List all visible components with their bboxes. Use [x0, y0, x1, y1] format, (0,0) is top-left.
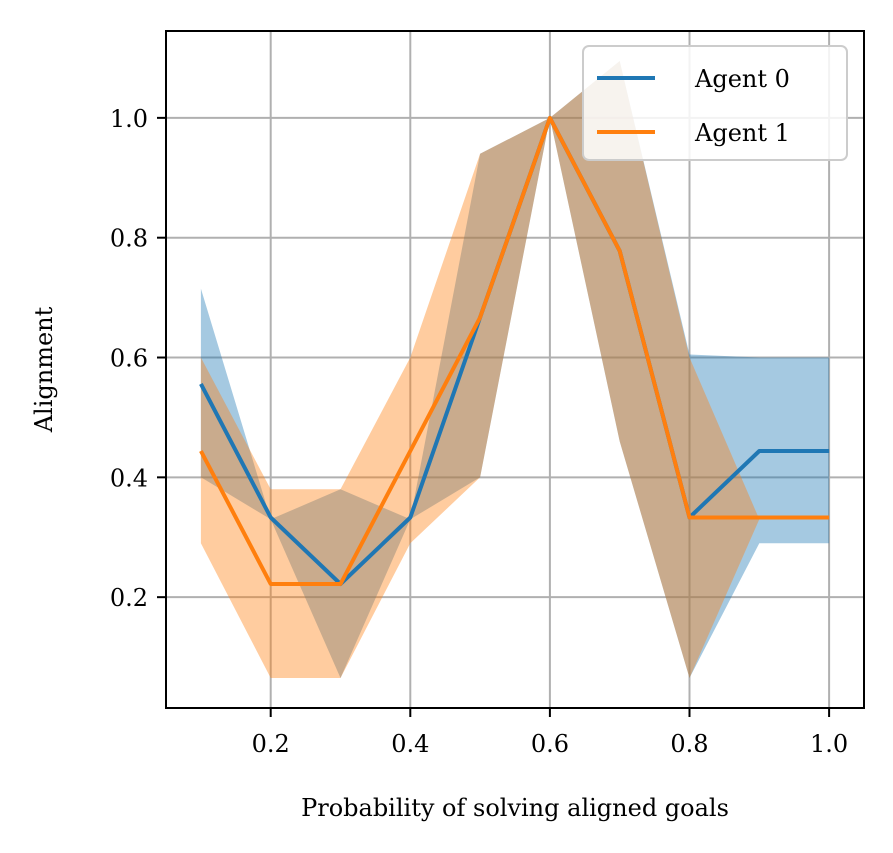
line-agent-1: [199, 115, 830, 586]
x-tick-label: 0.8: [670, 730, 708, 758]
y-tick-label: 0.2: [110, 584, 148, 612]
x-axis-label: Probability of solving aligned goals: [301, 794, 729, 822]
x-tick-label: 1.0: [810, 730, 848, 758]
band-agent-1: [200, 61, 830, 678]
legend-label-agent-1: Agent 1: [694, 119, 790, 147]
x-tick-label: 0.4: [391, 730, 429, 758]
x-tick-label: 0.2: [252, 730, 290, 758]
confidence-bands: [200, 61, 830, 678]
y-axis-label: Alignment: [30, 306, 58, 433]
legend: Agent 0 Agent 1: [582, 45, 848, 161]
plot-frame: [165, 30, 865, 709]
x-tick-label: 0.6: [531, 730, 569, 758]
y-tick-label: 1.0: [110, 105, 148, 133]
y-tick-label: 0.6: [110, 345, 148, 373]
series-lines: [199, 115, 830, 586]
axis-ticks: 0.2 0.4 0.6 0.8 1.0 0.2 0.4 0.6 0.8 1.0: [110, 105, 848, 758]
y-tick-label: 0.8: [110, 225, 148, 253]
legend-label-agent-0: Agent 0: [694, 65, 790, 93]
band-agent-0: [200, 61, 830, 678]
y-tick-label: 0.4: [110, 464, 148, 492]
